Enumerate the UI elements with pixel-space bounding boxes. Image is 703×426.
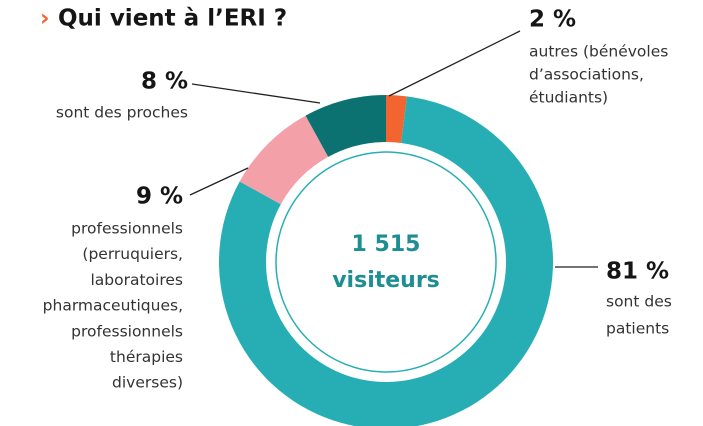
description: professionnels (71, 322, 183, 340)
value-label: 9 % (136, 184, 183, 210)
leader-line (388, 30, 521, 97)
slice (305, 95, 386, 157)
description: sont des proches (56, 104, 188, 122)
center-label: visiteurs (332, 268, 440, 293)
leader-line (189, 167, 249, 196)
description: diverses) (112, 374, 183, 392)
description: laboratoires (90, 271, 183, 289)
description: professionnels (71, 220, 183, 238)
value-label: 2 % (529, 7, 576, 33)
value-label: 8 % (141, 69, 188, 95)
inner-ring (275, 151, 497, 373)
description: patients (606, 320, 669, 338)
description: (perruquiers, (82, 245, 183, 263)
value-label: 81 % (606, 259, 669, 285)
description: sont des (606, 293, 672, 311)
labels: 1 515 visiteurs 2 % autres (bénévoles d’asso… (43, 7, 672, 392)
donut (219, 95, 553, 426)
description: étudiants) (529, 89, 608, 107)
chart-title: Qui vient à l’ERI ? (58, 6, 287, 32)
slice (386, 95, 407, 143)
description: thérapies (110, 348, 183, 366)
description: autres (bénévoles (529, 43, 668, 61)
leader-line (191, 83, 321, 104)
title-marker: › (40, 6, 49, 32)
center-label: 1 515 (352, 232, 421, 257)
description: d’associations, (529, 66, 644, 84)
description: pharmaceutiques, (43, 297, 183, 315)
slice (239, 115, 329, 205)
